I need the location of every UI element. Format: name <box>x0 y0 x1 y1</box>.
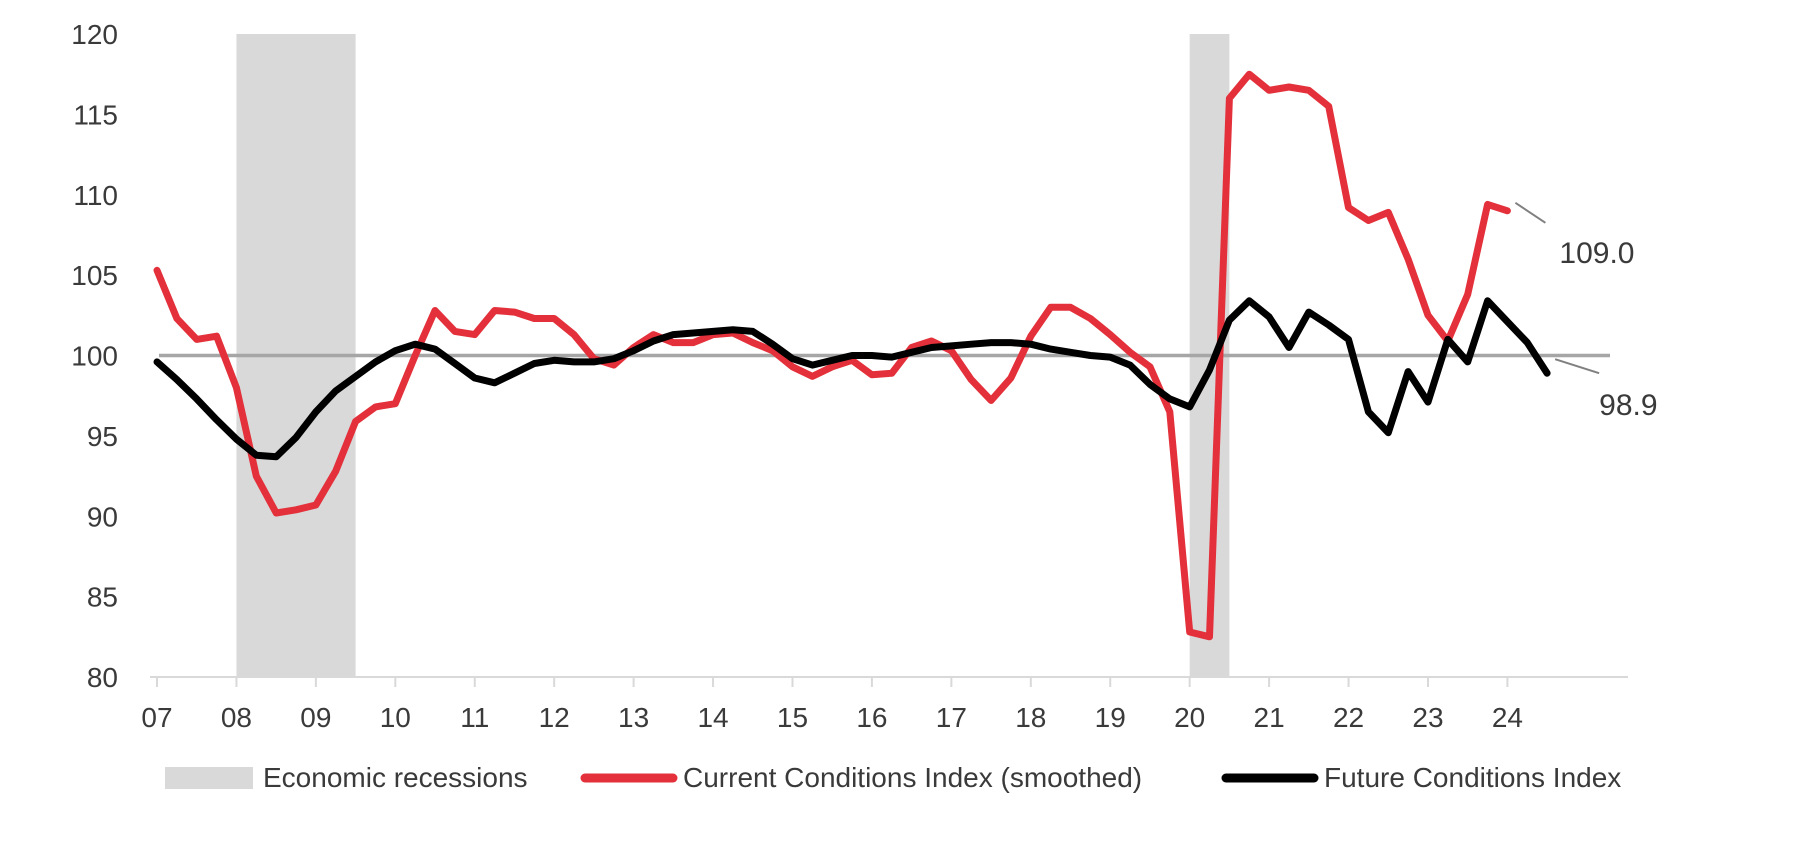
y-tick-label-120: 120 <box>71 19 118 50</box>
x-tick-label-10: 10 <box>380 702 411 733</box>
y-tick-label-105: 105 <box>71 260 118 291</box>
x-tick-label-23: 23 <box>1412 702 1443 733</box>
x-tick-label-08: 08 <box>221 702 252 733</box>
x-tick-label-16: 16 <box>856 702 887 733</box>
axes: 80 85 90 95 100 105 110 115 120 07 08 09 10 11 12 13 14 1… <box>71 19 1628 733</box>
annotation-leader-future <box>1554 358 1600 375</box>
x-tick-label-09: 09 <box>300 702 331 733</box>
series-lines <box>153 70 1551 641</box>
y-tick-label-100: 100 <box>71 341 118 372</box>
x-tick-label-07: 07 <box>141 702 172 733</box>
y-tick-label-90: 90 <box>87 501 118 532</box>
x-tick-label-11: 11 <box>460 702 489 733</box>
annotation-label-current: 109.0 <box>1559 237 1634 270</box>
legend-label-current: Current Conditions Index (smoothed) <box>683 762 1142 793</box>
x-tick-label-19: 19 <box>1095 702 1126 733</box>
x-tick-label-20: 20 <box>1174 702 1205 733</box>
annotation-leader-current <box>1514 201 1546 224</box>
series-line-current <box>153 70 1511 641</box>
x-tick-label-15: 15 <box>777 702 808 733</box>
end-annotations: 109.0 98.9 <box>1514 201 1658 422</box>
x-tick-label-13: 13 <box>618 702 649 733</box>
x-tick-label-14: 14 <box>697 702 728 733</box>
y-tick-label-95: 95 <box>87 421 118 452</box>
y-tick-label-110: 110 <box>73 180 118 211</box>
x-tick-label-24: 24 <box>1492 702 1523 733</box>
series-line-future <box>153 297 1551 461</box>
y-tick-label-85: 85 <box>87 582 118 613</box>
y-tick-label-80: 80 <box>87 662 118 693</box>
legend-swatch-recession <box>165 767 253 789</box>
x-tick-label-22: 22 <box>1333 702 1364 733</box>
x-tick-label-18: 18 <box>1015 702 1046 733</box>
x-tick-label-17: 17 <box>936 702 967 733</box>
annotation-label-future: 98.9 <box>1599 389 1657 422</box>
x-tick-label-12: 12 <box>539 702 570 733</box>
legend-label-future: Future Conditions Index <box>1324 762 1621 793</box>
legend-label-recession: Economic recessions <box>263 762 528 793</box>
legend: Economic recessions Current Conditions I… <box>165 762 1621 793</box>
y-tick-label-115: 115 <box>73 99 118 130</box>
x-tick-label-21: 21 <box>1254 702 1285 733</box>
